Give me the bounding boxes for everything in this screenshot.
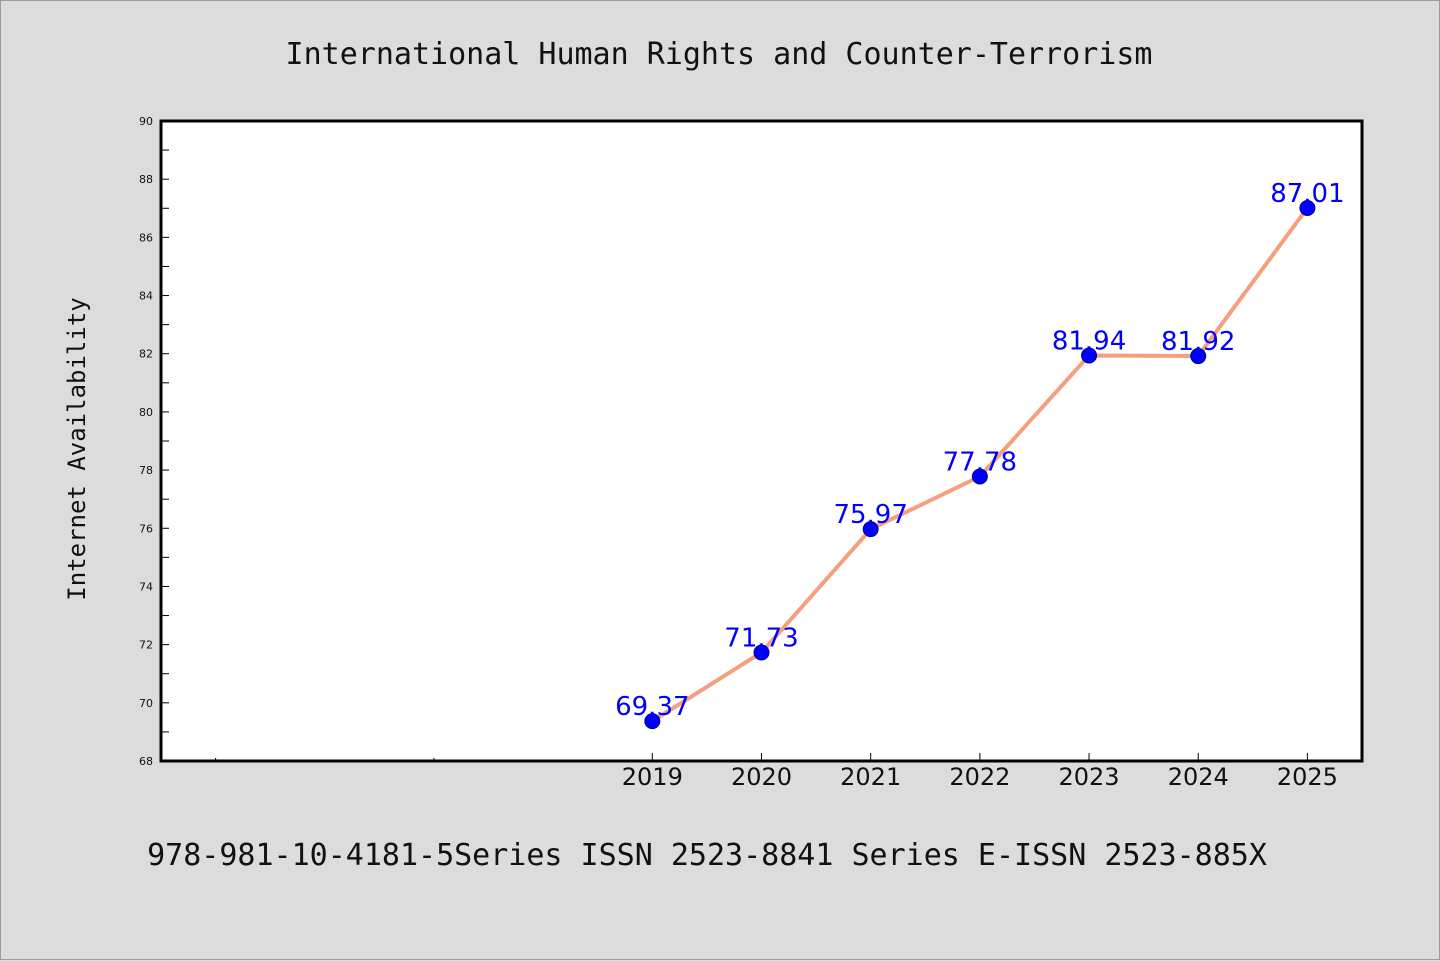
y-tick-label: 74 (139, 580, 153, 593)
data-label: 87.01 (1270, 179, 1344, 209)
y-tick-label: 88 (139, 173, 153, 186)
y-tick-label: 68 (139, 755, 153, 768)
x-tick-label: 2021 (840, 763, 901, 791)
data-labels-group: 69.37 71.73 75.97 77.78 81.94 81.92 87.01 (615, 179, 1345, 722)
data-point (971, 468, 988, 485)
y-tick-label: 72 (139, 639, 153, 652)
data-point (753, 644, 770, 661)
x-axis-ticks: 2019 2020 2021 2022 2023 2024 2025 (215, 753, 1338, 791)
data-label: 81.94 (1052, 326, 1126, 356)
data-point (1299, 199, 1316, 216)
y-tick-label: 78 (139, 464, 153, 477)
data-label: 71.73 (724, 623, 798, 653)
y-tick-label: 76 (139, 522, 153, 535)
y-tick-label: 70 (139, 697, 153, 710)
y-tick-label: 82 (139, 348, 153, 361)
x-tick-label: 2024 (1168, 763, 1229, 791)
x-tick-label: 2022 (949, 763, 1010, 791)
y-tick-label: 90 (139, 115, 153, 128)
y-axis-label: Internet Availability (63, 297, 91, 600)
data-markers (644, 199, 1316, 730)
data-point (1081, 347, 1098, 364)
x-tick-label: 2020 (731, 763, 792, 791)
y-tick-label: 80 (139, 406, 153, 419)
figure-caption: 978-981-10-4181-5Series ISSN 2523-8841 S… (147, 838, 1267, 873)
chart-title: International Human Rights and Counter-T… (286, 37, 1153, 72)
y-axis-ticks: 68 70 72 74 76 78 80 82 84 86 88 90 (139, 115, 169, 768)
data-point (1190, 348, 1207, 365)
data-label: 77.78 (943, 447, 1017, 477)
data-point (644, 713, 661, 730)
data-label: 75.97 (833, 500, 907, 530)
x-tick-label: 2025 (1277, 763, 1338, 791)
x-tick-label: 2023 (1059, 763, 1120, 791)
data-point (862, 521, 879, 538)
plot-area (159, 119, 1364, 763)
data-label: 81.92 (1161, 327, 1235, 357)
x-tick-label: 2019 (622, 763, 683, 791)
y-tick-label: 86 (139, 231, 153, 244)
data-label: 69.37 (615, 692, 689, 722)
y-tick-label: 84 (139, 290, 153, 303)
